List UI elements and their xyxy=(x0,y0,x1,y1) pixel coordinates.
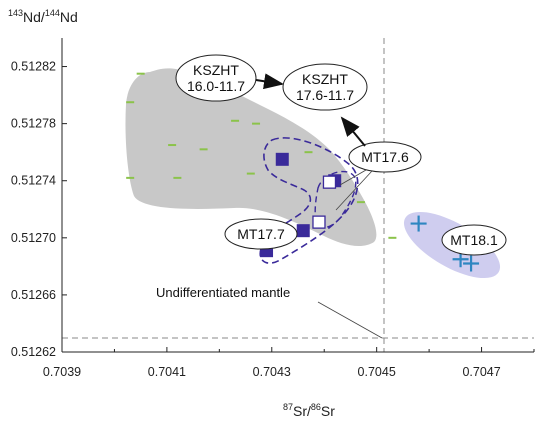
arrow-mt176 xyxy=(340,116,366,147)
y-ticks: 0.51262 0.51266 0.51270 0.51274 0.51278 0.512… xyxy=(11,60,67,359)
mt181-point xyxy=(410,215,427,232)
mt177_open-point xyxy=(322,175,337,189)
reference-leader xyxy=(317,301,383,339)
annotation-mt176-label: MT17.6 xyxy=(361,149,409,165)
annotation-kszht-b-line1: KSZHT xyxy=(302,71,348,87)
y-tick-label: 0.51270 xyxy=(11,231,56,245)
small-data-marks xyxy=(126,72,397,239)
data-markers xyxy=(260,152,480,272)
annotation-kszht-a-line2: 16.0-11.7 xyxy=(187,78,245,94)
x-axis-title: 87Sr/86Sr xyxy=(283,402,335,419)
y-tick-label: 0.51274 xyxy=(11,174,56,188)
x-tick-label: 0.7041 xyxy=(148,365,186,379)
annotation-mt177: MT17.7 xyxy=(224,218,298,250)
leader-mt176-a xyxy=(339,169,367,186)
reference-label: Undifferentiated mantle xyxy=(156,285,290,300)
y-tick-label: 0.51266 xyxy=(11,288,56,302)
mt181-point xyxy=(463,255,480,272)
mt177_filled-point xyxy=(275,152,289,166)
x-tick-label: 0.7047 xyxy=(462,365,500,379)
leader-mt176-b xyxy=(335,170,373,211)
y-tick-label: 0.51278 xyxy=(11,117,56,131)
x-tick-label: 0.7045 xyxy=(358,365,396,379)
annotation-mt177-label: MT17.7 xyxy=(237,226,285,242)
annotation-mt181: MT18.1 xyxy=(441,224,507,256)
mt177_open-point xyxy=(312,215,326,229)
y-tick-label: 0.51282 xyxy=(11,60,56,74)
annotation-kszht-a: KSZHT 16.0-11.7 xyxy=(175,54,257,102)
y-tick-label: 0.51262 xyxy=(11,345,56,359)
x-ticks: 0.7039 0.7041 0.7043 0.7045 0.7047 xyxy=(43,347,535,379)
annotation-kszht-b-line2: 17.6-11.7 xyxy=(296,87,354,103)
mt176-boundary xyxy=(314,170,357,229)
annotation-mt176: MT17.6 xyxy=(348,141,422,173)
annotation-kszht-b: KSZHT 17.6-11.7 xyxy=(282,63,368,111)
mt177-boundary xyxy=(259,137,359,264)
x-tick-label: 0.7039 xyxy=(43,365,81,379)
kszht-field xyxy=(125,68,377,247)
annotation-kszht-a-line1: KSZHT xyxy=(193,62,239,78)
y-axis-title: 143Nd/144Nd xyxy=(8,8,78,25)
arrow-kszht xyxy=(255,73,284,90)
x-tick-label: 0.7043 xyxy=(253,365,291,379)
mt177_filled-point xyxy=(296,224,310,238)
annotation-mt181-label: MT18.1 xyxy=(450,232,498,248)
